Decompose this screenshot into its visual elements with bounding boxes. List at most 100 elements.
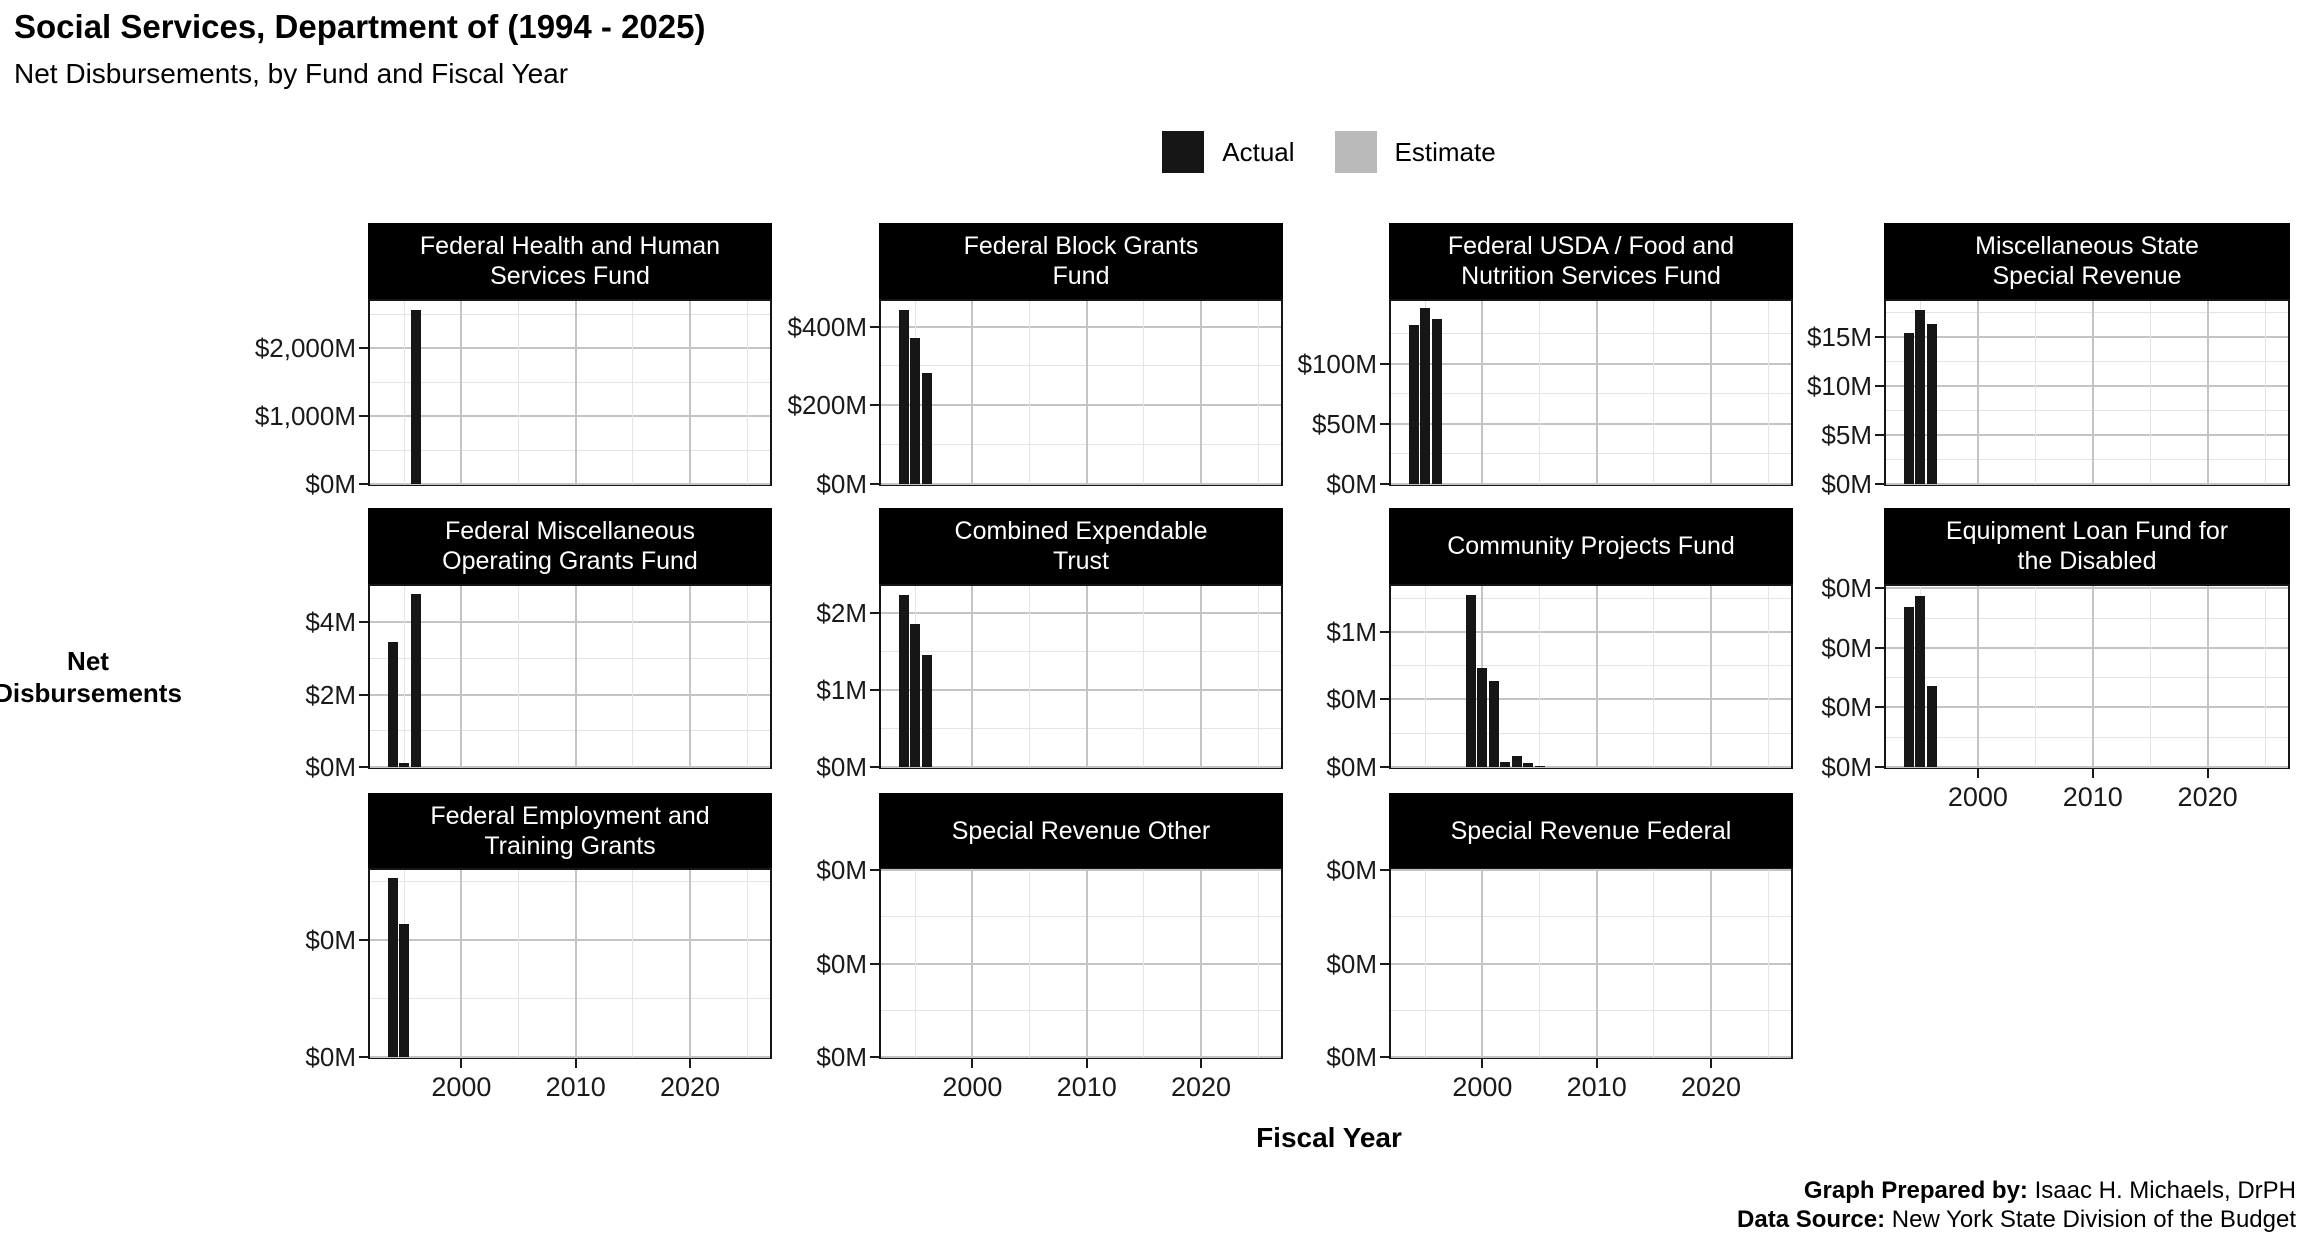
gridline-major-v	[460, 301, 463, 484]
y-tick-mark	[1380, 962, 1389, 965]
bar-equipment-loan-fund-disabled-1996	[1926, 686, 1937, 767]
facet-title-line: Federal Employment and	[430, 801, 710, 830]
y-tick-mark	[870, 483, 879, 485]
gridline-major-v	[1085, 586, 1088, 767]
gridline-major-v	[1481, 870, 1484, 1057]
y-tick-label: $0M	[816, 948, 867, 979]
bar-federal-usda-food-nutrition-1994	[1408, 325, 1419, 484]
x-tick-mark	[1710, 1059, 1712, 1068]
gridline-major-h	[881, 766, 1281, 768]
facet-title-line: Federal Block Grants	[963, 232, 1199, 260]
facet-panel-federal-employment-training-grants	[368, 868, 772, 1059]
facet-title-federal-employment-training-grants: Federal Employment and Training Grants	[368, 793, 772, 868]
y-tick-label: $0M	[1821, 692, 1872, 723]
y-tick-label: $100M	[1297, 348, 1378, 379]
facet-title-line: Equipment Loan Fund for	[1945, 517, 2229, 545]
x-tick-label: 2000	[942, 1072, 1003, 1102]
gridline-minor-v	[1424, 870, 1426, 1057]
gridline-minor-h	[370, 314, 770, 316]
gridline-major-h	[1391, 766, 1791, 768]
y-tick-label: $0M	[305, 752, 356, 782]
x-tick-mark	[971, 1059, 974, 1068]
facet-panel-special-revenue-other	[879, 868, 1283, 1059]
bar-community-projects-fund-1999	[1466, 595, 1476, 767]
gridline-minor-v	[1257, 301, 1259, 484]
y-tick-mark	[870, 962, 879, 965]
gridline-minor-v	[518, 870, 520, 1057]
y-tick-label: $0M	[1326, 469, 1377, 499]
bar-federal-block-grants-1996	[921, 373, 932, 484]
footer-data-source: Data Source: New York State Division of …	[1737, 1205, 2296, 1234]
gridline-major-v	[1710, 586, 1712, 767]
gridline-minor-h	[370, 998, 770, 1000]
footer-prepared-by: Graph Prepared by: Isaac H. Michaels, Dr…	[1737, 1176, 2296, 1205]
gridline-minor-v	[632, 870, 634, 1057]
x-tick-label: 2010	[2062, 782, 2123, 812]
gridline-major-v	[1200, 870, 1202, 1057]
gridline-minor-h	[1886, 677, 2288, 679]
gridline-major-h	[881, 1056, 1281, 1058]
gridline-major-v	[2206, 586, 2209, 767]
facet-title-line: Community Projects Fund	[1447, 532, 1735, 560]
gridline-major-h	[1391, 630, 1791, 633]
y-tick-mark	[870, 766, 879, 768]
gridline-minor-v	[2264, 301, 2266, 484]
gridline-minor-v	[746, 586, 748, 767]
bar-federal-employment-training-grants-1995	[399, 924, 410, 1057]
y-tick-mark	[1380, 766, 1389, 768]
bar-federal-usda-food-nutrition-1996	[1431, 319, 1442, 484]
gridline-major-h	[1391, 483, 1791, 485]
y-tick-mark	[1875, 587, 1884, 590]
x-tick-mark	[2206, 769, 2209, 778]
gridline-minor-v	[1029, 870, 1031, 1057]
x-tick-label: 2020	[1170, 1072, 1232, 1102]
y-tick-label: $0M	[1326, 1042, 1377, 1072]
gridline-major-v	[2206, 301, 2209, 484]
gridline-major-v	[1200, 301, 1202, 484]
y-tick-label: $0M	[305, 925, 356, 956]
x-tick-label: 2000	[1947, 782, 2008, 812]
bar-community-projects-fund-2000	[1477, 668, 1488, 767]
gridline-major-v	[1481, 301, 1484, 484]
gridline-major-v	[689, 301, 691, 484]
y-tick-mark	[359, 766, 368, 768]
gridline-major-v	[460, 586, 463, 767]
gridline-major-h	[881, 962, 1281, 965]
gridline-minor-h	[370, 657, 770, 659]
x-tick-mark	[1595, 1059, 1598, 1068]
y-tick-label: $50M	[1311, 408, 1377, 439]
y-tick-mark	[870, 404, 879, 407]
x-tick-label: 2020	[659, 1072, 721, 1102]
legend-item-actual: Actual	[1162, 131, 1295, 173]
y-tick-mark	[1380, 422, 1389, 425]
facet-title-equipment-loan-fund-disabled: Equipment Loan Fund for the Disabled	[1884, 508, 2290, 584]
facet-panel-combined-expendable-trust	[879, 584, 1283, 769]
gridline-major-v	[971, 301, 974, 484]
y-tick-label: $0M	[816, 469, 867, 499]
gridline-minor-v	[518, 301, 520, 484]
x-tick-label: 2010	[1056, 1072, 1117, 1102]
bar-combined-expendable-trust-1994	[898, 595, 909, 767]
y-tick-label: $0M	[816, 752, 867, 782]
facet-title-line: Special Revenue	[1992, 262, 2182, 290]
bar-community-projects-fund-2004	[1523, 762, 1534, 767]
x-tick-label: 2020	[2177, 782, 2238, 812]
facet-title-special-revenue-other: Special Revenue Other	[879, 793, 1283, 868]
gridline-minor-v	[1767, 586, 1769, 767]
bar-equipment-loan-fund-disabled-1994	[1903, 607, 1914, 767]
gridline-minor-v	[1257, 870, 1259, 1057]
bar-community-projects-fund-2001	[1488, 680, 1499, 767]
y-tick-label: $0M	[1821, 469, 1872, 499]
y-tick-mark	[359, 1056, 368, 1058]
gridline-minor-v	[632, 301, 634, 484]
gridline-minor-h	[881, 650, 1281, 652]
x-tick-mark	[689, 1059, 691, 1068]
gridline-minor-v	[1257, 586, 1259, 767]
y-tick-mark	[1380, 483, 1389, 485]
bar-equipment-loan-fund-disabled-1995	[1915, 595, 1926, 767]
gridline-major-v	[1595, 870, 1598, 1057]
gridline-minor-h	[1886, 410, 2288, 412]
gridline-major-h	[1886, 483, 2288, 485]
gridline-minor-v	[403, 586, 405, 767]
x-tick-label: 2010	[545, 1072, 606, 1102]
